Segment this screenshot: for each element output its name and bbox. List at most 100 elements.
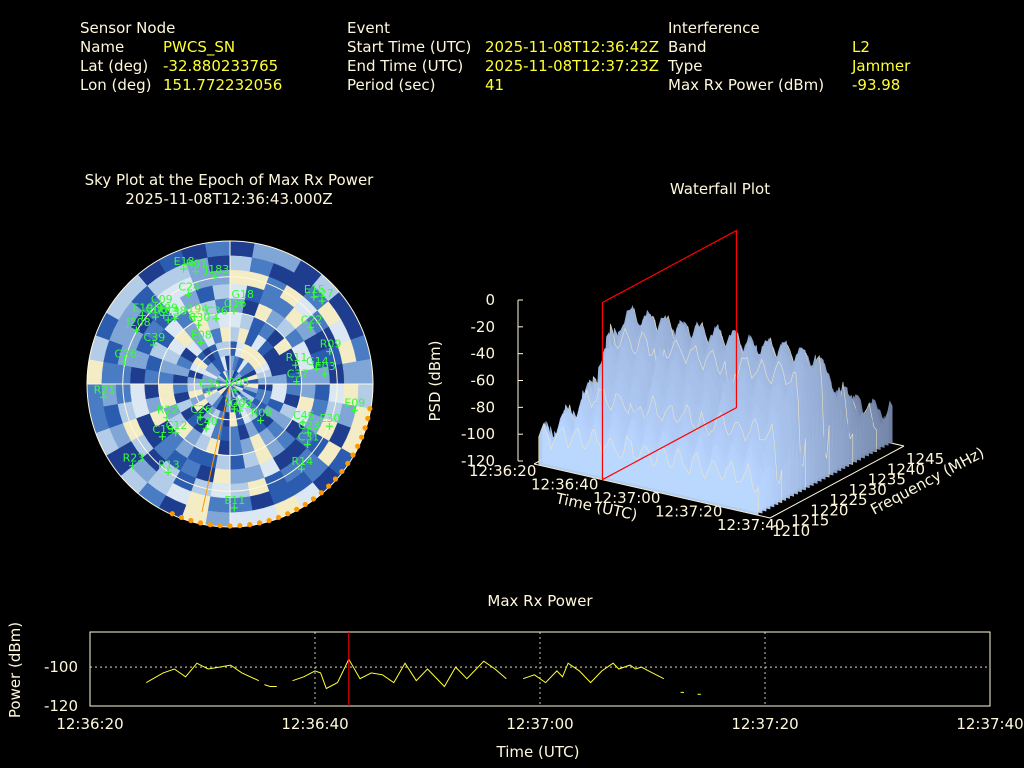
satellite-label: C30	[189, 311, 211, 324]
satellite-marker: G26	[114, 348, 137, 366]
satellite-label: C22	[301, 313, 323, 326]
power-x-tick-label: 12:37:40	[956, 715, 1023, 733]
satellite-marker: G16	[224, 297, 247, 315]
time-tick-label: 12:37:20	[655, 503, 722, 521]
satellite-label: J199	[153, 301, 178, 314]
satellite-label: E15	[304, 283, 325, 296]
horizon-point	[207, 522, 213, 528]
frequency-tick-label: 1220	[810, 501, 848, 519]
horizon-point	[318, 490, 324, 496]
horizon-point	[227, 523, 233, 529]
satellite-marker: G03	[230, 397, 252, 415]
time-tick-label: 12:37:00	[593, 489, 660, 507]
satellite-marker: G29	[224, 395, 247, 413]
horizon-point	[339, 468, 345, 475]
event-period-label: Period (sec)	[347, 76, 436, 94]
skyplot-title: Sky Plot at the Epoch of Max Rx Power	[84, 171, 374, 189]
interference-title: Interference	[668, 19, 760, 37]
satellite-label: J205	[224, 376, 249, 389]
satellite-label: C31	[298, 431, 320, 444]
power-title: Max Rx Power	[487, 592, 593, 610]
power-x-tick-label: 12:37:00	[506, 715, 573, 733]
frequency-tick-label: 1225	[829, 491, 867, 509]
satellite-label: G29	[224, 395, 247, 408]
satellite-marker: C12	[166, 419, 187, 437]
satellite-label: E08	[191, 328, 212, 341]
frequency-tick-label: 1235	[868, 471, 906, 489]
event-title: Event	[347, 19, 390, 37]
horizon-point	[355, 443, 361, 449]
satellite-marker: C24	[178, 281, 200, 299]
satellite-marker: C37	[287, 368, 308, 386]
psd-tick-label: -120	[461, 452, 495, 470]
horizon-point	[310, 496, 317, 502]
satellite-marker: E15	[304, 283, 325, 301]
satellite-label: R13	[158, 459, 180, 472]
satellite-marker: C26	[190, 403, 212, 421]
satellite-label: C09	[151, 293, 173, 306]
satellite-label: G16	[224, 297, 247, 310]
interference-band-label: Band	[668, 38, 707, 56]
horizon-point	[217, 523, 223, 529]
horizon-point	[275, 514, 282, 521]
satellite-marker: C31	[298, 431, 320, 449]
frequency-tick-label: 1215	[791, 512, 829, 530]
satellite-label: E09	[344, 396, 365, 409]
horizon-point	[365, 415, 371, 421]
satellite-marker: R01	[186, 258, 208, 276]
satellite-label: G18	[231, 288, 254, 301]
satellite-marker: R09	[320, 338, 342, 356]
satellite-label: E03	[315, 360, 336, 373]
satellite-label: J194	[183, 303, 208, 316]
satellite-marker: E19	[132, 302, 153, 320]
horizon-point	[345, 460, 351, 467]
satellite-marker: E08	[191, 328, 212, 346]
power-y-tick-label: -120	[44, 697, 78, 715]
satellite-marker: E09	[344, 396, 365, 414]
satellite-label: G14	[306, 355, 329, 368]
power-series-line	[292, 658, 507, 690]
satellite-marker: R14	[291, 455, 313, 473]
satellite-label: C23	[298, 419, 320, 432]
psd-tick-label: 0	[485, 291, 495, 309]
satellite-label: R01	[186, 258, 208, 271]
satellite-marker: C19	[152, 423, 174, 441]
event-end-label: End Time (UTC)	[347, 57, 464, 75]
psd-tick-label: -40	[471, 345, 496, 363]
satellite-marker: C35	[199, 378, 221, 396]
satellite-label: E18	[174, 255, 195, 268]
horizon-point	[294, 506, 300, 512]
skyplot-subtitle: 2025-11-08T12:36:43.000Z	[125, 190, 333, 208]
interference-direction-line	[201, 383, 231, 513]
surface-slice	[538, 422, 759, 516]
horizon-point	[178, 514, 185, 521]
satellite-label: R09	[320, 338, 342, 351]
horizon-point	[197, 520, 204, 526]
power-y-tick-label: -100	[44, 658, 78, 676]
satellite-marker: C30	[189, 311, 211, 329]
satellite-marker: G14	[306, 355, 329, 373]
satellite-marker: E30	[319, 412, 340, 430]
psd-axis-label: PSD (dBm)	[426, 340, 444, 421]
horizon-point	[367, 406, 373, 412]
satellite-marker: J194	[183, 303, 208, 321]
satellite-label: E30	[319, 412, 340, 425]
satellite-marker: C27	[312, 287, 334, 305]
psd-tick-label: -20	[471, 318, 496, 336]
satellite-marker: C23	[298, 419, 320, 437]
satellite-label: C19	[152, 423, 174, 436]
power-series-line	[146, 662, 260, 684]
power-x-axis-label: Time (UTC)	[496, 743, 580, 761]
horizon-point	[326, 483, 332, 489]
satellite-label: C08	[146, 303, 168, 316]
event-start-value: 2025-11-08T12:36:42Z	[485, 38, 659, 56]
satellite-label: J208	[125, 316, 150, 329]
satellite-label: E19	[132, 302, 153, 315]
horizon-point	[285, 511, 291, 517]
horizon-point	[302, 501, 308, 508]
satellite-marker: R23	[123, 452, 144, 470]
satellite-marker: C36	[206, 305, 228, 323]
event-period-value: 41	[485, 76, 505, 94]
satellite-marker: R08	[251, 407, 272, 425]
